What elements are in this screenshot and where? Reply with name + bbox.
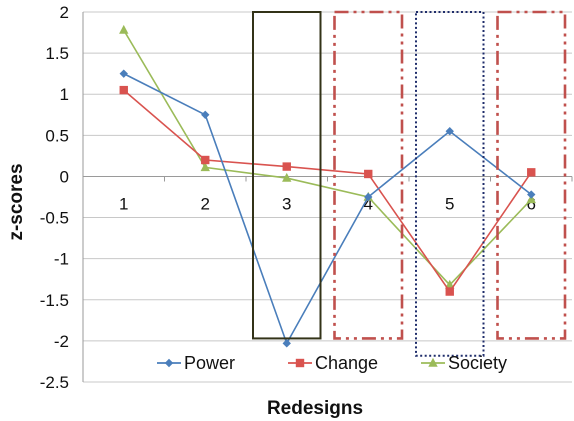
legend-marker-society bbox=[428, 357, 438, 367]
y-tick-label: -2 bbox=[54, 332, 69, 351]
x-tick-label: 6 bbox=[527, 194, 536, 213]
y-tick-label: -0.5 bbox=[40, 209, 69, 228]
highlight-box-category-4 bbox=[333, 10, 404, 340]
y-tick-label: -2.5 bbox=[40, 373, 69, 392]
point-power bbox=[527, 190, 536, 199]
legend-marker-power bbox=[164, 358, 174, 368]
point-change bbox=[282, 162, 291, 171]
x-tick-label: 5 bbox=[445, 194, 454, 213]
legend-label-society: Society bbox=[448, 353, 507, 373]
point-society bbox=[282, 172, 292, 182]
point-society bbox=[119, 24, 129, 34]
x-tick-labels: 1 2 3 4 5 6 bbox=[119, 194, 536, 213]
point-change bbox=[119, 85, 128, 95]
point-power bbox=[119, 69, 128, 78]
series-line-society bbox=[123, 29, 532, 287]
legend-label-power: Power bbox=[184, 353, 235, 373]
highlight-box-category-6 bbox=[496, 10, 567, 340]
point-power bbox=[445, 127, 454, 136]
point-change bbox=[527, 168, 536, 177]
legend: Power Change Society bbox=[157, 353, 507, 373]
legend-label-change: Change bbox=[315, 353, 378, 373]
axes bbox=[82, 12, 573, 382]
series-line-power bbox=[123, 72, 532, 346]
y-tick-label: 0.5 bbox=[45, 126, 69, 145]
series-lines bbox=[119, 24, 536, 348]
x-tick-label: 3 bbox=[282, 194, 291, 213]
point-society bbox=[200, 162, 210, 172]
y-tick-label: 1.5 bbox=[45, 44, 69, 63]
x-tick-label: 4 bbox=[364, 194, 373, 213]
highlight-box-category-3 bbox=[252, 11, 322, 340]
point-change bbox=[201, 155, 210, 165]
point-power bbox=[282, 339, 291, 348]
y-axis-title: z-scores bbox=[6, 163, 27, 240]
y-tick-label: -1 bbox=[54, 250, 69, 269]
y-tick-label: 1 bbox=[60, 85, 69, 104]
x-axis-title: Redesigns bbox=[267, 398, 363, 419]
y-tick-label: 2 bbox=[60, 3, 69, 22]
legend-marker-change bbox=[295, 358, 305, 368]
highlight-boxes bbox=[252, 10, 567, 357]
y-tick-label: -1.5 bbox=[40, 291, 69, 310]
x-tick-label: 1 bbox=[119, 194, 128, 213]
point-society bbox=[445, 279, 455, 289]
point-change bbox=[364, 169, 373, 179]
series-line-change bbox=[123, 89, 532, 293]
x-tick-label: 2 bbox=[201, 194, 210, 213]
y-tick-label: 0 bbox=[60, 167, 69, 186]
point-power bbox=[201, 110, 210, 119]
point-change bbox=[445, 287, 454, 296]
y-tick-labels: 2 1.5 1 0.5 0 -0.5 -1 -1.5 -2 -2.5 bbox=[40, 3, 69, 392]
highlight-box-category-5 bbox=[415, 11, 485, 357]
point-power bbox=[364, 192, 373, 202]
